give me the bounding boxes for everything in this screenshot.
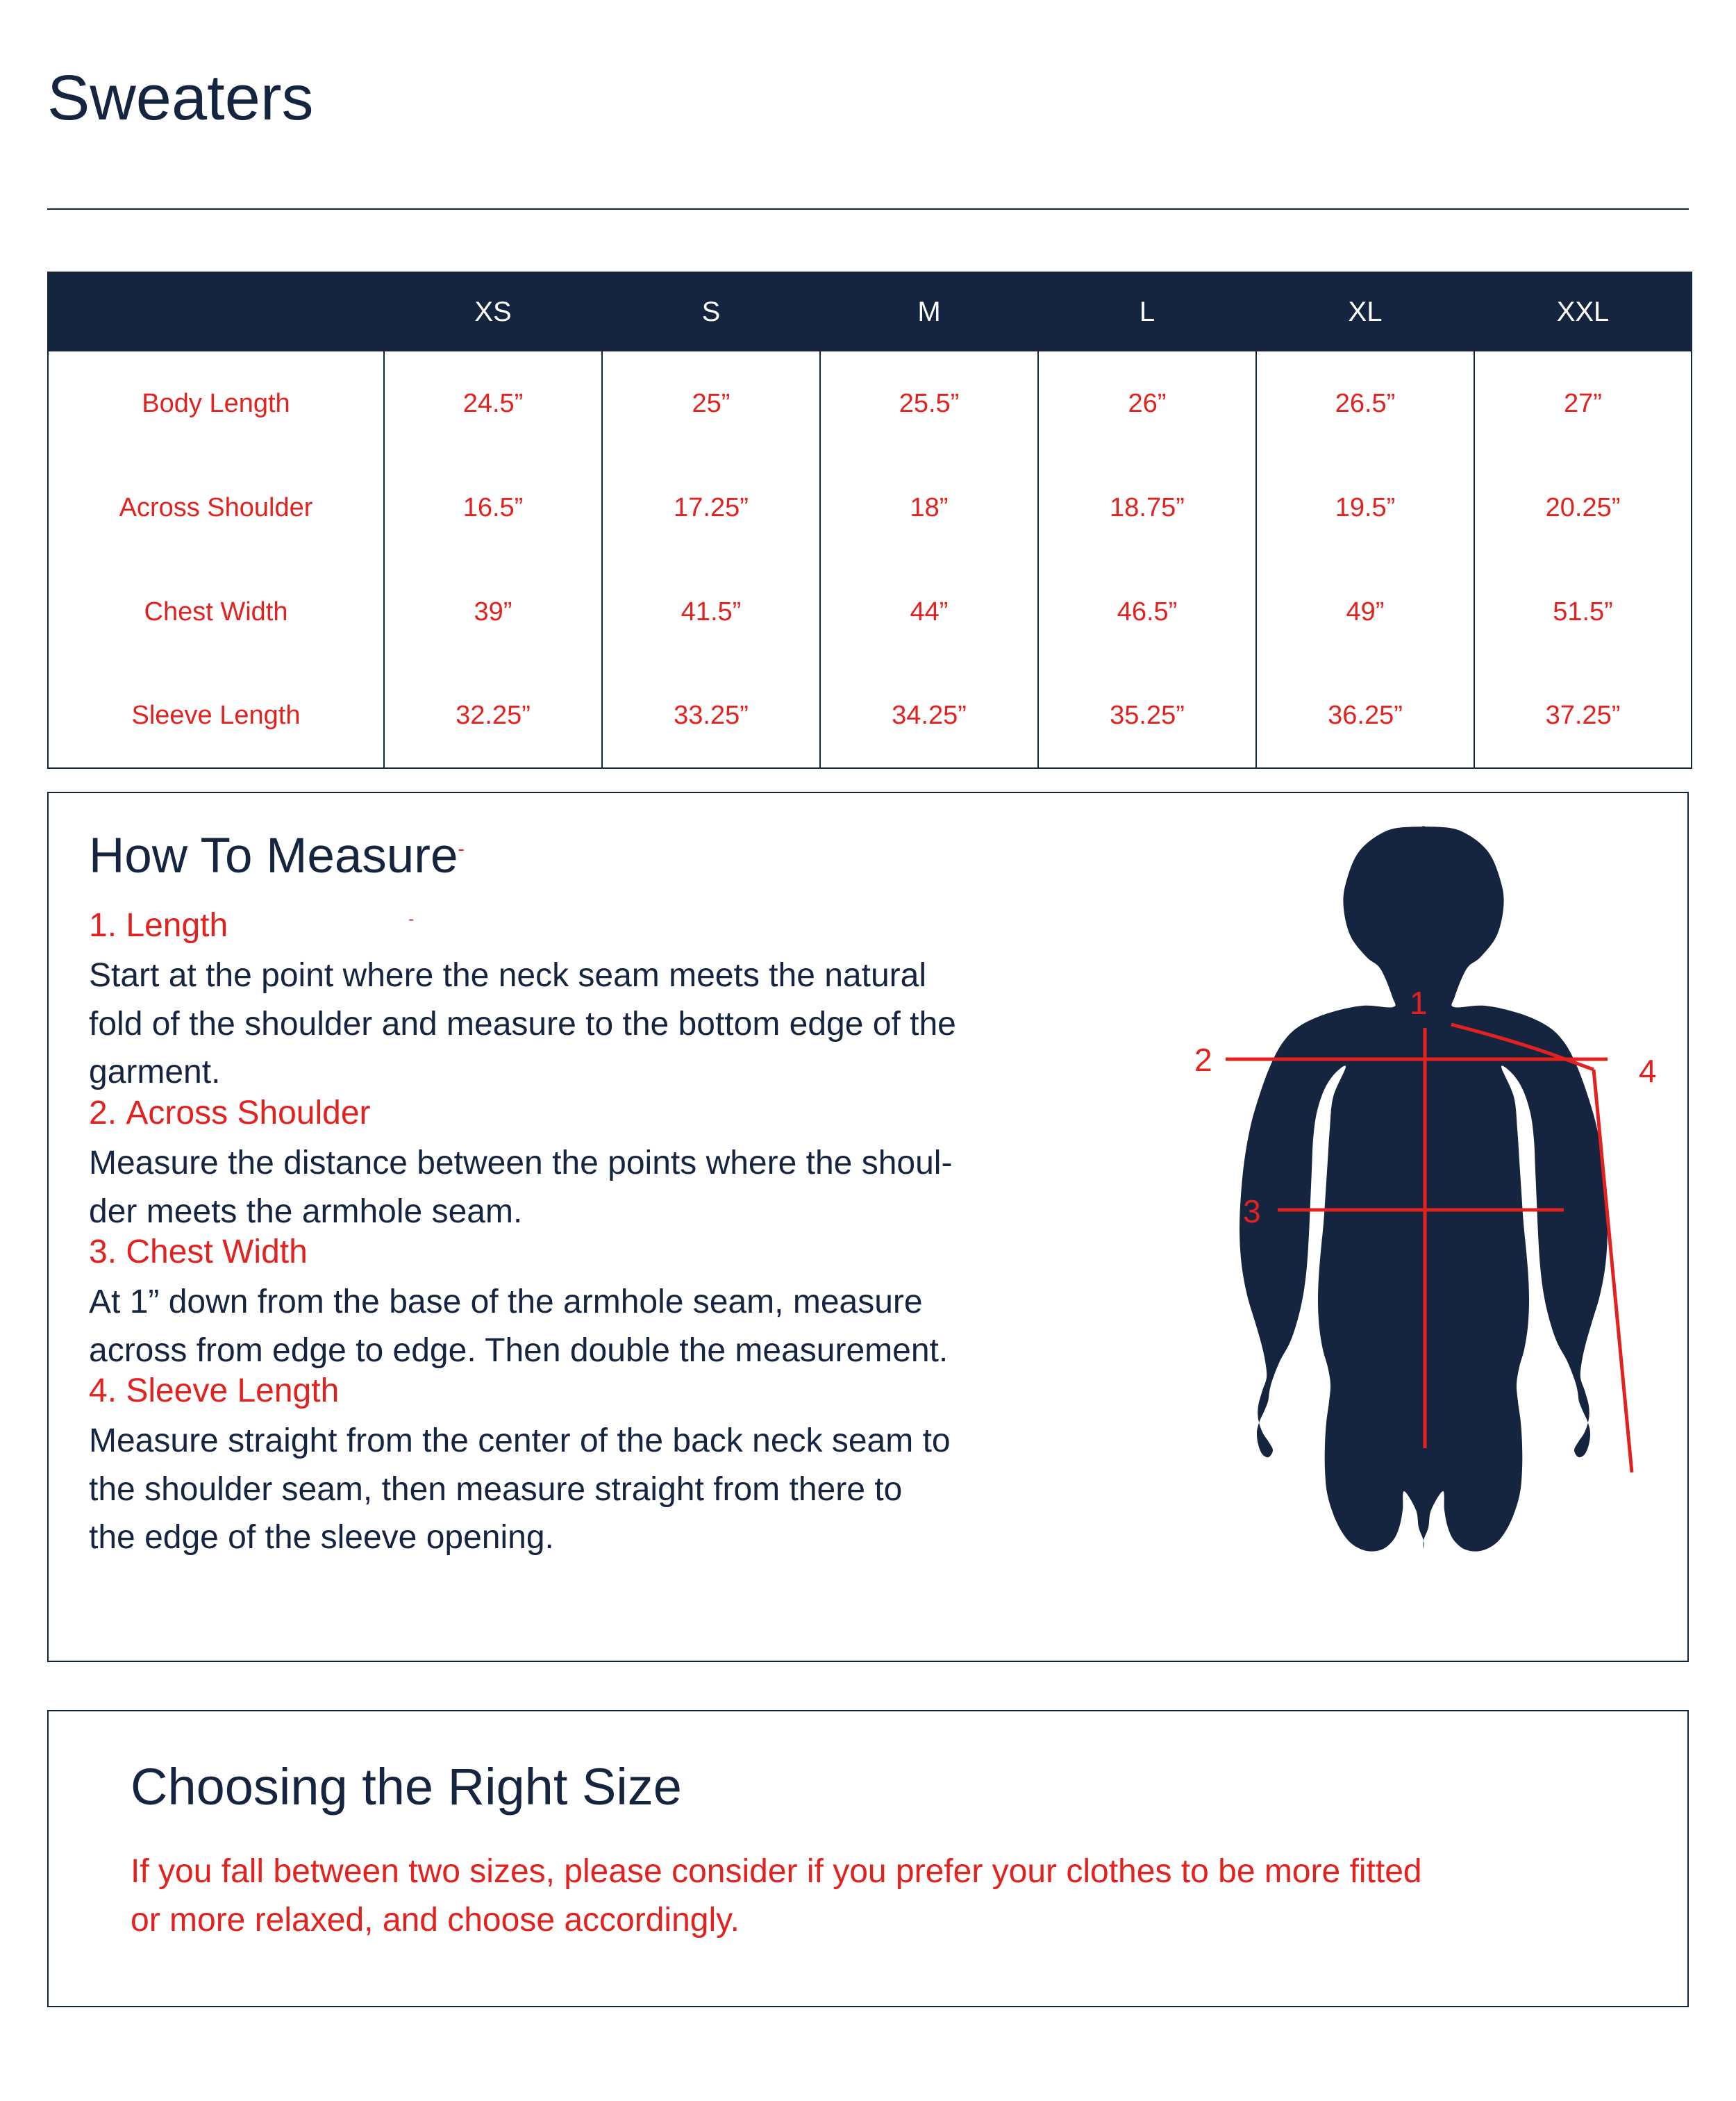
svg-text:2: 2 <box>1194 1042 1212 1078</box>
svg-text:1: 1 <box>1410 985 1428 1021</box>
svg-text:4: 4 <box>1639 1053 1657 1089</box>
svg-text:3: 3 <box>1243 1193 1261 1229</box>
